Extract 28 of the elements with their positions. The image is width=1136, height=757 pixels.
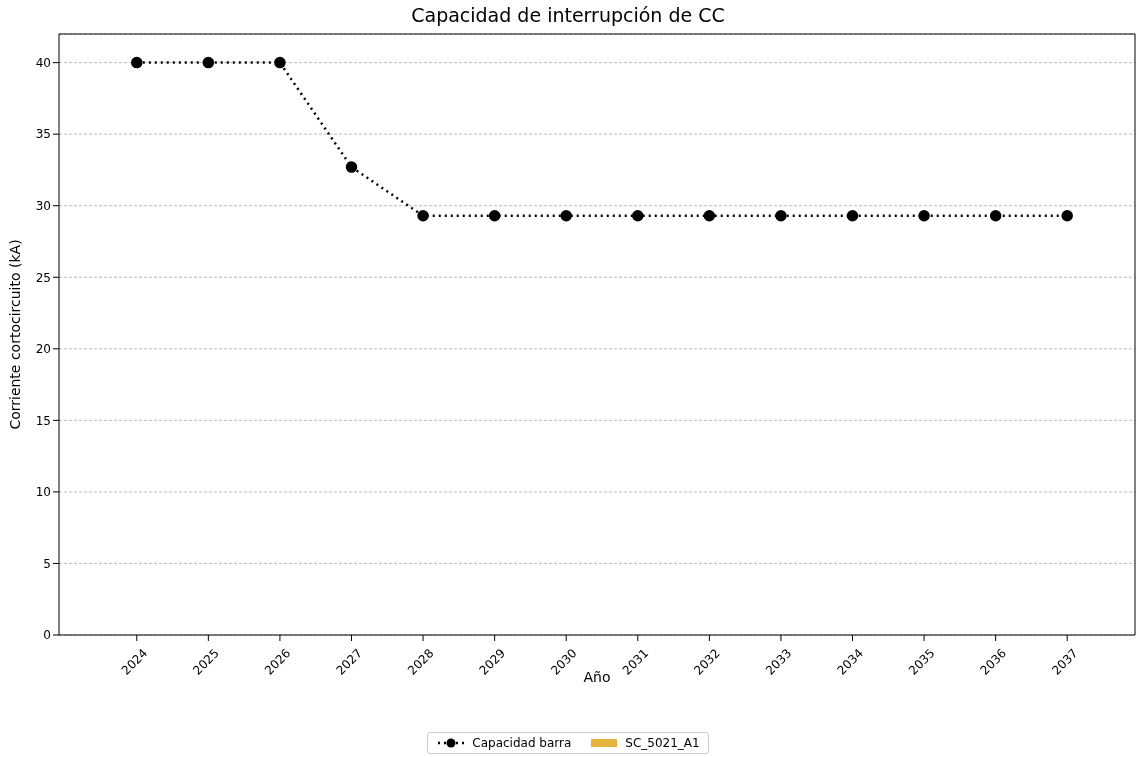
point	[846, 209, 859, 222]
point	[1061, 209, 1073, 222]
x-axis-title: Año	[583, 669, 611, 685]
legend-label: Capacidad barra	[472, 736, 572, 750]
point	[274, 56, 286, 69]
point	[632, 209, 644, 222]
point	[560, 209, 572, 222]
point	[989, 209, 1002, 222]
y-tick-label: 25	[35, 270, 51, 285]
point	[918, 209, 930, 222]
y-tick-label: 0	[43, 628, 51, 643]
y-tick-label: 20	[35, 342, 51, 357]
point	[775, 209, 787, 222]
chart-title: Capacidad de interrupción de CC	[410, 4, 726, 26]
y-axis-title: Corriente cortocircuito (kA)	[6, 239, 23, 430]
y-tick-label: 35	[35, 127, 51, 142]
point	[417, 209, 429, 222]
legend-label: SC_5021_A1	[625, 736, 700, 750]
y-tick-label: 40	[35, 55, 51, 70]
y-tick-label: 10	[35, 485, 51, 500]
y-tick-label: 15	[35, 413, 51, 428]
point	[345, 161, 358, 173]
point	[202, 56, 215, 69]
y-tick-label: 5	[43, 556, 51, 571]
point	[703, 209, 716, 222]
y-tick-label: 30	[35, 198, 51, 213]
point	[488, 209, 501, 222]
point	[131, 56, 143, 69]
